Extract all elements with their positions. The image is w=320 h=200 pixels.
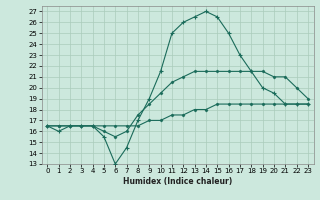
X-axis label: Humidex (Indice chaleur): Humidex (Indice chaleur) bbox=[123, 177, 232, 186]
